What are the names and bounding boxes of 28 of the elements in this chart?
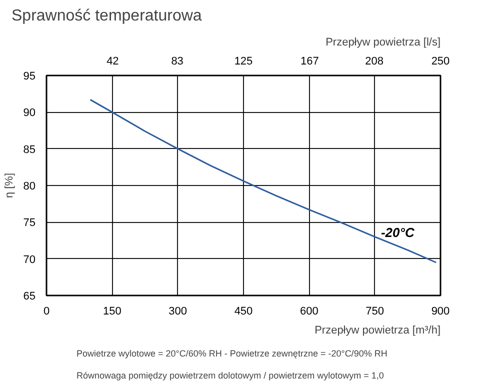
x-tick-label: 300 [168,306,188,318]
x-tick-label: 450 [234,306,253,318]
x2-tick-label: 250 [431,56,450,68]
line-series [90,98,437,264]
x2-tick-label: 125 [234,56,253,68]
x-tick-label: 0 [43,306,50,318]
x2-tick-label: 83 [171,56,184,68]
y-tick-label: 70 [23,254,36,266]
y-axis-title: η [%] [3,172,16,198]
x2-axis-title: Przepływ powietrza [l/s] [326,36,441,48]
y-tick-label: 65 [23,290,36,302]
x-axis-title: Przepływ powietrza [m³/h] [314,324,441,336]
x-tick-label: 750 [366,306,384,318]
x2-tick-label: 42 [106,56,119,68]
series-label: -20°C [380,225,415,240]
x-tick-label: 900 [431,306,450,318]
x2-tick-label: 208 [365,56,384,68]
y-tick-label: 95 [23,70,36,82]
chart-title: Sprawność temperaturowa [12,8,202,24]
y-tick-label: 80 [23,180,36,192]
text: Powietrze wylotowe = 20°C/60% RH - Powietrze zewnętrzne = -20°C/90% RH [76,348,388,358]
y-tick-label: 85 [23,144,36,156]
y-tick-label: 75 [23,217,36,230]
y-tick-label: 90 [23,107,36,120]
x2-tick-label: 167 [300,56,319,68]
x-tick-label: 600 [300,306,318,318]
x-tick-label: 150 [102,306,122,318]
text: Równowaga pomiędzy powietrzem dolotowym / powietrzem wylotowym = 1,0 [76,370,384,380]
